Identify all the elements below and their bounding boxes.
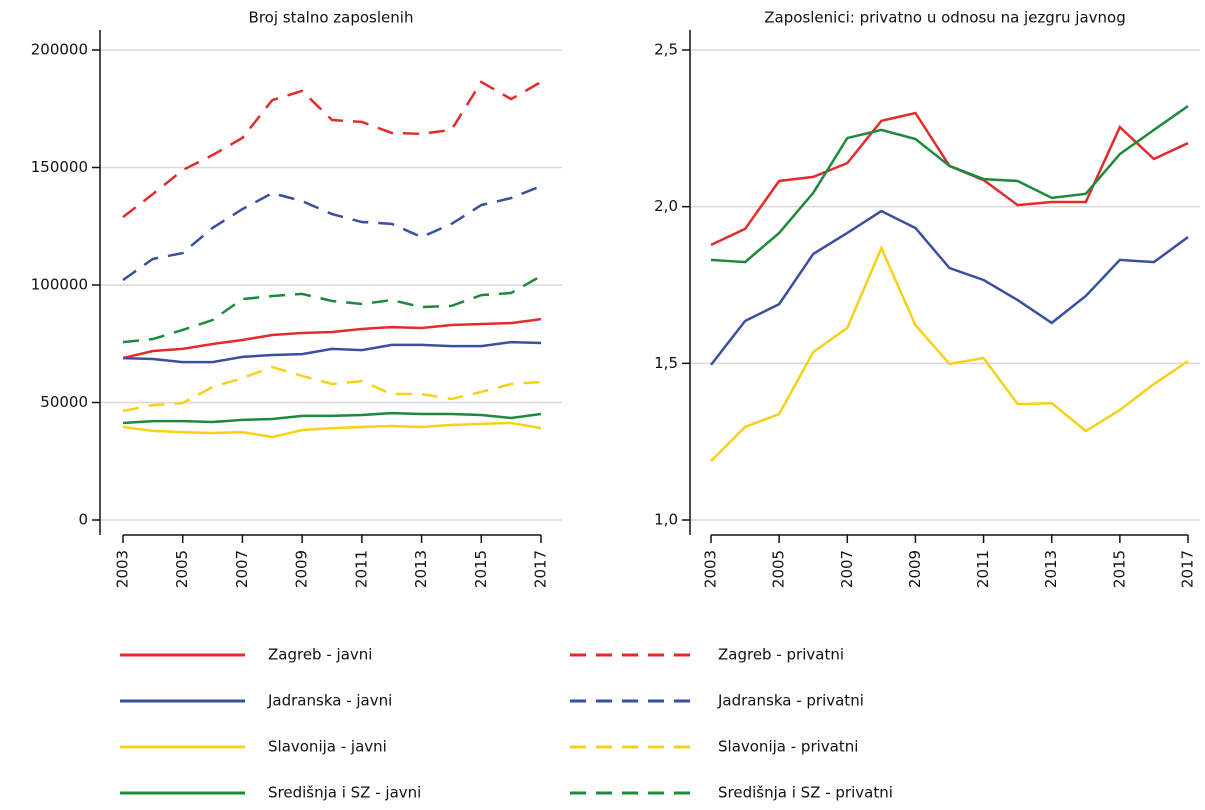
legend-label: Središnja i SZ - javni: [268, 784, 421, 802]
series-line: [122, 340, 542, 364]
x-tick-label: 2015: [472, 550, 490, 588]
x-tick-label: 2005: [770, 550, 788, 588]
chart-title: Zaposlenici: privatno u odnosu na jezgru…: [764, 9, 1125, 27]
x-tick-label: 2003: [702, 550, 720, 588]
x-tick-label: 2003: [114, 550, 132, 588]
y-tick-label: 2,0: [654, 197, 678, 215]
x-tick-label: 2015: [1110, 550, 1128, 588]
x-tick-label: 2013: [1042, 550, 1060, 588]
legend-label: Zagreb - privatni: [718, 646, 844, 664]
series-line: [122, 184, 542, 282]
y-tick-label: 100000: [31, 276, 88, 294]
legend-label: Jadranska - privatni: [717, 692, 864, 710]
y-tick-label: 0: [78, 511, 88, 529]
legend-label: Slavonija - privatni: [718, 738, 858, 756]
y-tick-label: 50000: [40, 393, 88, 411]
y-tick-label: 150000: [31, 158, 88, 176]
legend-label: Jadranska - javni: [267, 692, 392, 710]
legend-label: Središnja i SZ - privatni: [718, 784, 893, 802]
x-tick-label: 2011: [974, 550, 992, 588]
x-tick-label: 2009: [906, 550, 924, 588]
series-line: [122, 274, 542, 344]
series-line: [122, 365, 542, 413]
y-tick-label: 1,5: [654, 354, 678, 372]
chart-title: Broj stalno zaposlenih: [249, 9, 414, 27]
series-line: [122, 411, 542, 425]
x-tick-label: 2009: [293, 550, 311, 588]
y-tick-label: 2,5: [654, 41, 678, 59]
x-tick-label: 2013: [412, 550, 430, 588]
x-tick-label: 2007: [838, 550, 856, 588]
x-tick-label: 2011: [352, 550, 370, 588]
series-line: [122, 421, 542, 439]
x-tick-label: 2017: [1179, 550, 1197, 588]
legend-label: Zagreb - javni: [268, 646, 372, 664]
series-line: [710, 244, 1189, 462]
x-tick-label: 2007: [233, 550, 251, 588]
series-line: [122, 80, 542, 219]
x-tick-label: 2017: [532, 550, 550, 588]
series-line: [710, 105, 1189, 264]
y-tick-label: 200000: [31, 41, 88, 59]
legend-label: Slavonija - javni: [268, 738, 387, 756]
series-line: [122, 317, 542, 360]
x-tick-label: 2005: [173, 550, 191, 588]
series-line: [710, 111, 1189, 247]
series-line: [710, 209, 1189, 366]
y-tick-label: 1,0: [654, 511, 678, 529]
